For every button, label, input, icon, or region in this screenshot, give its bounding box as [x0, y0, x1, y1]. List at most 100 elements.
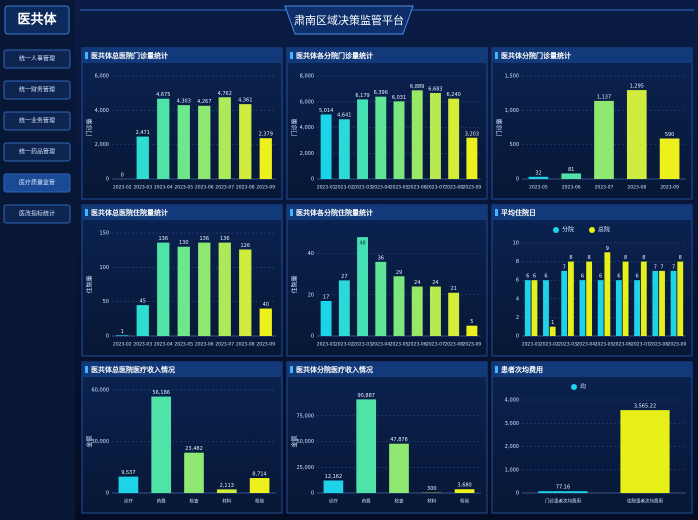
- bar: [567, 261, 574, 336]
- y-tick-label: 6: [516, 278, 519, 284]
- bar: [448, 98, 460, 179]
- x-tick-label: 2023-06: [562, 185, 581, 191]
- panel-title: 医共体分院门诊量统计: [501, 51, 571, 60]
- y-tick-label: 100: [99, 265, 109, 271]
- y-tick-label: 4,000: [505, 398, 519, 404]
- x-tick-label: 2023-03: [133, 342, 152, 348]
- menu-label[interactable]: 统一业务管理: [19, 117, 55, 125]
- value-label: 21: [450, 286, 456, 292]
- menu-item[interactable]: [3, 111, 71, 131]
- menu-item[interactable]: [3, 142, 71, 162]
- bar: [561, 270, 568, 336]
- y-tick-label: 1,500: [505, 74, 519, 80]
- x-tick-label: 2023-05: [390, 185, 409, 191]
- x-tick-label: 2023-02: [113, 185, 132, 191]
- panel-title: 医共体总医院门诊量统计: [91, 51, 168, 60]
- menu-item[interactable]: [3, 80, 71, 100]
- x-tick-label: 2023-06: [408, 185, 427, 191]
- x-tick-label: 2023-01: [317, 342, 336, 348]
- menu-label[interactable]: 医改指标统计: [19, 210, 55, 218]
- bar: [670, 270, 677, 336]
- menu-label[interactable]: 统一财务管理: [19, 86, 55, 94]
- y-tick-label: 0: [106, 491, 109, 497]
- bar: [177, 105, 190, 179]
- panel-marker: [495, 366, 498, 373]
- value-label: 23,482: [185, 446, 203, 452]
- value-label: 29: [396, 270, 402, 276]
- panel-marker: [290, 209, 293, 216]
- panel-header: [492, 362, 692, 377]
- bar: [239, 249, 252, 336]
- bar: [634, 280, 641, 336]
- value-label: 126: [240, 243, 250, 249]
- value-label: 6: [533, 274, 536, 280]
- bar: [323, 480, 344, 493]
- menu-label[interactable]: 医疗质量监管: [19, 179, 55, 187]
- y-tick-label: 1,000: [505, 467, 519, 473]
- value-label: 8: [588, 255, 591, 261]
- bar: [411, 90, 423, 179]
- bar: [375, 96, 387, 179]
- panel-header: [287, 48, 487, 63]
- y-tick-label: 0: [516, 334, 519, 340]
- value-label: 4,361: [238, 98, 252, 104]
- value-label: 7: [660, 264, 663, 270]
- value-label: 4,267: [197, 99, 211, 105]
- menu-label[interactable]: 统一人事管理: [19, 55, 55, 63]
- bar: [586, 261, 593, 336]
- y-tick-label: 2,000: [300, 151, 314, 157]
- value-label: 56,186: [152, 390, 170, 396]
- y-axis-label: 金额: [291, 435, 299, 447]
- bar: [320, 114, 332, 179]
- bar: [338, 280, 350, 336]
- x-tick-label: 2023-04: [576, 342, 595, 348]
- y-tick-label: 4,000: [300, 125, 314, 131]
- panel-marker: [85, 52, 88, 59]
- y-tick-label: 500: [509, 142, 519, 148]
- menu-item[interactable]: [3, 173, 71, 193]
- panel: [286, 361, 488, 514]
- value-label: 4,762: [218, 91, 232, 97]
- bar: [652, 270, 659, 336]
- value-label: 3,565.22: [634, 404, 656, 410]
- y-axis-label: 金额: [86, 435, 94, 447]
- bar: [429, 286, 441, 336]
- value-label: 2,113: [220, 483, 234, 489]
- bar: [357, 99, 369, 179]
- x-tick-label: 2023-08: [649, 342, 668, 348]
- bar: [136, 136, 149, 179]
- value-label: 6: [599, 274, 602, 280]
- value-label: 8: [642, 255, 645, 261]
- bar: [620, 410, 670, 493]
- value-label: 7: [563, 264, 566, 270]
- value-label: 36: [378, 255, 384, 261]
- y-tick-label: 40: [308, 251, 314, 257]
- menu-item[interactable]: [3, 204, 71, 224]
- x-tick-label: 门诊患者次均费用: [545, 498, 581, 505]
- x-tick-label: 材料: [222, 498, 231, 505]
- bar: [393, 101, 405, 179]
- value-label: 6,240: [447, 92, 461, 98]
- bar: [118, 476, 139, 493]
- bar: [604, 252, 611, 336]
- value-label: 136: [158, 236, 168, 242]
- value-label: 6,396: [374, 90, 388, 96]
- menu-label[interactable]: 统一药品管理: [19, 148, 55, 156]
- value-label: 12,162: [325, 474, 343, 480]
- menu-item[interactable]: [3, 49, 71, 69]
- bar: [218, 97, 231, 179]
- value-label: 24: [414, 280, 420, 286]
- y-tick-label: 0: [311, 334, 314, 340]
- panel-title: 医共体各分院门诊量统计: [296, 51, 373, 60]
- bar: [239, 104, 252, 179]
- panel-marker: [290, 52, 293, 59]
- bar: [466, 137, 478, 179]
- bar: [531, 280, 538, 336]
- bar: [216, 489, 237, 493]
- value-label: 90,887: [357, 393, 375, 399]
- x-tick-label: 2023-06: [195, 342, 214, 348]
- y-tick-label: 60,000: [92, 388, 110, 394]
- value-label: 300: [427, 486, 437, 492]
- x-tick-label: 2023-04: [371, 185, 390, 191]
